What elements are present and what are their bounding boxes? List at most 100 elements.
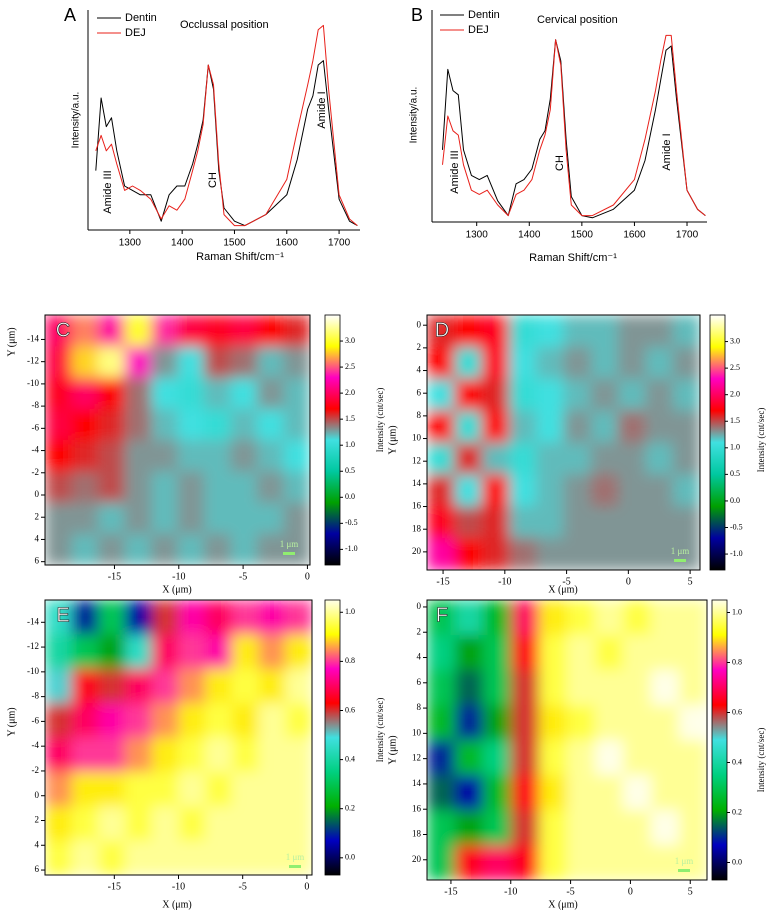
x-tick-label: 1400 xyxy=(518,230,541,241)
map-cell xyxy=(427,775,456,811)
map-cell xyxy=(178,806,206,842)
map-cell xyxy=(71,840,99,875)
legend-label: Dentin xyxy=(125,12,157,24)
map-cell xyxy=(595,810,624,846)
map-cell xyxy=(258,806,286,842)
y-tick-label: 2 xyxy=(417,626,422,636)
y-tick-label: -14 xyxy=(27,334,39,344)
map-cell xyxy=(71,703,99,738)
map-cell xyxy=(45,408,72,441)
map-cell xyxy=(125,771,153,807)
map-cell xyxy=(563,315,592,348)
colorbar xyxy=(324,599,341,876)
map-cell xyxy=(539,635,568,671)
scalebar xyxy=(283,552,295,555)
map-cell xyxy=(71,737,99,773)
map-cell xyxy=(258,703,286,738)
y-tick-label: -8 xyxy=(32,400,40,410)
map-cells xyxy=(427,600,707,880)
map-cell xyxy=(231,737,260,773)
map-cell xyxy=(651,810,680,846)
map-cell xyxy=(204,315,231,347)
map-cell xyxy=(258,771,286,807)
legend-label: DEJ xyxy=(125,27,146,39)
map-cell xyxy=(71,502,99,535)
y-tick-label: 16 xyxy=(412,501,422,511)
map-cell xyxy=(623,775,652,811)
map-cell xyxy=(672,315,700,348)
colorbar-tick-label: 0.2 xyxy=(732,807,742,816)
map-cell xyxy=(45,703,73,738)
map-cell xyxy=(204,471,231,503)
x-axis-label: X (μm) xyxy=(162,899,192,910)
map-cell xyxy=(623,635,652,671)
map-cell xyxy=(285,806,312,842)
map-cell xyxy=(427,474,455,507)
map-cell xyxy=(454,442,483,475)
map-cell xyxy=(672,506,700,539)
map-cell xyxy=(567,670,596,706)
map-cell xyxy=(285,703,312,738)
map-cell xyxy=(618,346,646,380)
map-cell xyxy=(454,474,483,507)
map-cell xyxy=(511,845,540,880)
map-cell xyxy=(230,440,258,472)
x-tick-label: -5 xyxy=(562,576,570,587)
map-cell xyxy=(623,845,652,880)
y-tick-label: 12 xyxy=(412,455,421,465)
map-cell xyxy=(567,775,596,811)
map-cell xyxy=(257,502,284,535)
x-tick-label: -5 xyxy=(239,571,247,582)
map-cell xyxy=(45,502,72,535)
map-cell xyxy=(205,634,233,670)
map-cell xyxy=(45,840,73,875)
map-cell xyxy=(563,378,592,412)
map-cell xyxy=(178,737,206,773)
y-tick-label: 4 xyxy=(417,652,422,662)
map-cell xyxy=(427,410,455,443)
map-cell xyxy=(481,442,510,475)
map-cell xyxy=(230,408,258,441)
map-cell xyxy=(672,538,700,570)
map-cell xyxy=(257,408,284,441)
map-cell xyxy=(98,346,125,378)
map-cell xyxy=(590,378,619,412)
colorbar-tick-label: 0.0 xyxy=(345,492,355,501)
map-cell xyxy=(563,346,592,380)
map-cell xyxy=(590,315,619,348)
x-tick-label: -5 xyxy=(566,886,574,897)
y-tick-label: -4 xyxy=(32,740,40,750)
scalebar xyxy=(678,869,690,872)
plot-frame xyxy=(44,314,311,566)
map-cell xyxy=(71,668,99,704)
map-cell xyxy=(454,506,483,539)
map-cell xyxy=(204,440,231,472)
map-cell xyxy=(645,442,674,475)
map-cell xyxy=(567,810,596,846)
map-cell xyxy=(98,806,126,842)
y-tick-label: 14 xyxy=(412,778,422,788)
map-panel: -15 -10 -5 0 5 0 2 4 6 8 10 12 14 16 18 20 -1.0 -0.5 0.0 0.… xyxy=(387,314,766,595)
map-cell xyxy=(595,705,624,741)
plot-frame xyxy=(426,314,701,571)
map-cell xyxy=(483,810,512,846)
map-cell xyxy=(98,703,126,738)
map-cell xyxy=(257,377,284,410)
colorbar-tick-label: 2.5 xyxy=(730,363,740,372)
map-cell xyxy=(177,315,205,347)
map-cell xyxy=(205,771,233,807)
y-tick-label: -10 xyxy=(27,666,39,676)
map-cell xyxy=(590,346,619,380)
map-cell xyxy=(679,670,707,706)
map-image xyxy=(427,600,707,880)
map-cell xyxy=(511,775,540,811)
map-cell xyxy=(258,737,286,773)
panel-label: E xyxy=(56,604,69,626)
colorbar-tick-label: 1.0 xyxy=(345,607,355,616)
map-cell xyxy=(511,635,540,671)
map-cell xyxy=(258,634,286,670)
band-annotation: Amide III xyxy=(449,150,461,193)
panel-title: Occlussal position xyxy=(180,19,269,31)
map-cell xyxy=(283,346,310,378)
map-cell xyxy=(536,538,564,570)
